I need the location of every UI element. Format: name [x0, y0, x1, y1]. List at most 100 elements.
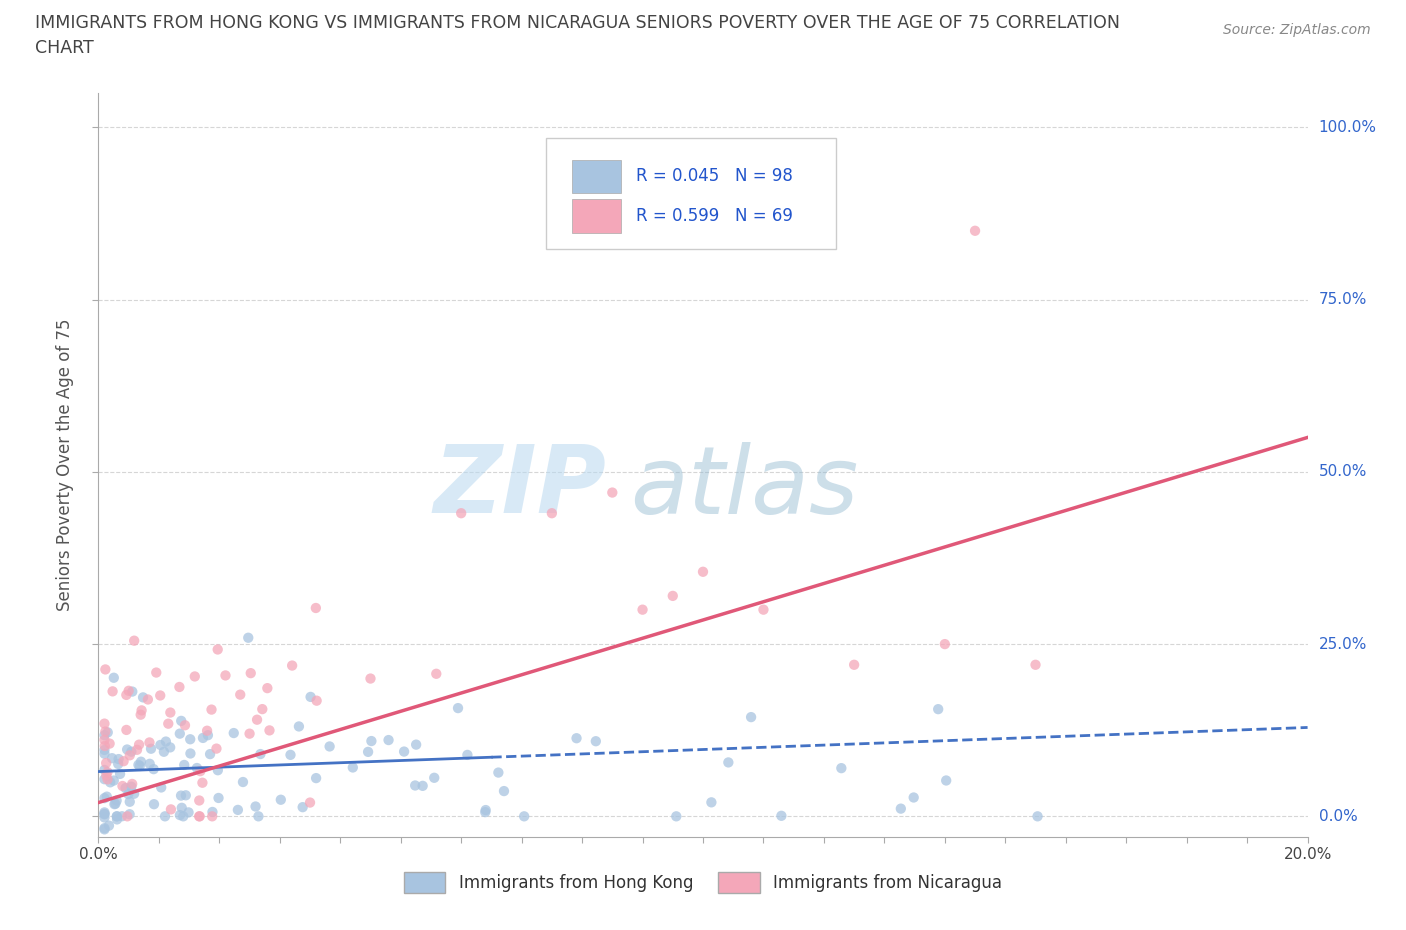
Point: [93, 742, 115, 757]
Point: [93, 822, 115, 837]
Legend: Immigrants from Hong Kong, Immigrants from Nicaragua: Immigrants from Hong Kong, Immigrants fr…: [396, 866, 1010, 899]
Point: [105, 793, 128, 808]
Point: [360, 671, 382, 686]
Point: [191, 730, 214, 745]
Point: [169, 680, 191, 695]
Point: [280, 748, 302, 763]
Point: [299, 795, 322, 810]
Point: [404, 778, 426, 793]
Point: [965, 223, 987, 238]
Text: 25.0%: 25.0%: [1319, 637, 1367, 652]
Point: [132, 690, 155, 705]
Point: [103, 797, 125, 812]
Point: [142, 762, 165, 777]
Point: [238, 631, 260, 645]
Point: [169, 807, 191, 822]
Point: [120, 744, 142, 759]
Text: 75.0%: 75.0%: [1319, 292, 1367, 307]
Point: [423, 770, 446, 785]
Point: [145, 665, 167, 680]
FancyBboxPatch shape: [572, 199, 621, 232]
Point: [270, 792, 292, 807]
Point: [131, 703, 153, 718]
Point: [214, 668, 236, 683]
Point: [188, 764, 211, 778]
Point: [172, 809, 194, 824]
Point: [1026, 809, 1049, 824]
FancyBboxPatch shape: [546, 138, 837, 249]
Point: [120, 779, 142, 794]
Point: [105, 809, 128, 824]
Point: [122, 633, 145, 648]
Point: [486, 765, 509, 780]
Point: [844, 658, 866, 672]
Point: [96, 790, 118, 804]
Point: [305, 771, 328, 786]
Point: [456, 748, 478, 763]
Y-axis label: Seniors Poverty Over the Age of 75: Seniors Poverty Over the Age of 75: [56, 319, 75, 611]
Point: [631, 603, 654, 618]
Point: [318, 739, 340, 754]
Point: [104, 796, 127, 811]
Point: [540, 506, 562, 521]
Text: R = 0.045   N = 98: R = 0.045 N = 98: [637, 167, 793, 185]
Point: [94, 724, 117, 739]
Point: [93, 805, 115, 820]
Point: [201, 809, 224, 824]
Point: [170, 788, 193, 803]
Point: [752, 603, 775, 618]
Point: [357, 744, 380, 759]
Point: [136, 692, 159, 707]
Point: [118, 748, 141, 763]
Point: [245, 799, 267, 814]
Point: [170, 801, 193, 816]
Point: [405, 737, 427, 752]
Point: [97, 818, 120, 833]
Point: [305, 693, 328, 708]
Text: CHART: CHART: [35, 39, 94, 57]
Text: ZIP: ZIP: [433, 442, 606, 533]
Point: [179, 746, 201, 761]
Point: [118, 684, 141, 698]
Point: [105, 809, 128, 824]
Point: [103, 773, 125, 788]
Point: [740, 710, 762, 724]
Point: [305, 601, 328, 616]
Point: [121, 777, 143, 791]
Point: [169, 726, 191, 741]
Text: 0.0%: 0.0%: [1319, 809, 1357, 824]
Point: [128, 759, 150, 774]
Point: [93, 807, 115, 822]
Point: [188, 809, 211, 824]
Point: [179, 732, 201, 747]
Point: [118, 794, 141, 809]
Point: [770, 808, 793, 823]
Point: [103, 671, 125, 685]
Point: [93, 763, 115, 777]
Point: [111, 809, 134, 824]
Point: [129, 707, 152, 722]
Point: [93, 716, 115, 731]
Point: [118, 807, 141, 822]
Point: [239, 726, 262, 741]
Point: [93, 732, 115, 747]
Point: [97, 724, 120, 739]
Point: [665, 809, 688, 824]
Point: [191, 776, 214, 790]
Point: [288, 719, 311, 734]
Text: atlas: atlas: [630, 442, 859, 533]
Point: [96, 772, 118, 787]
Point: [927, 702, 949, 717]
Point: [565, 731, 588, 746]
Point: [342, 760, 364, 775]
Point: [205, 741, 228, 756]
Point: [1024, 658, 1046, 672]
Point: [107, 756, 129, 771]
Point: [252, 701, 274, 716]
Point: [474, 803, 496, 817]
Point: [200, 702, 222, 717]
Point: [247, 809, 270, 824]
Point: [93, 810, 115, 825]
Point: [174, 718, 197, 733]
Point: [149, 688, 172, 703]
